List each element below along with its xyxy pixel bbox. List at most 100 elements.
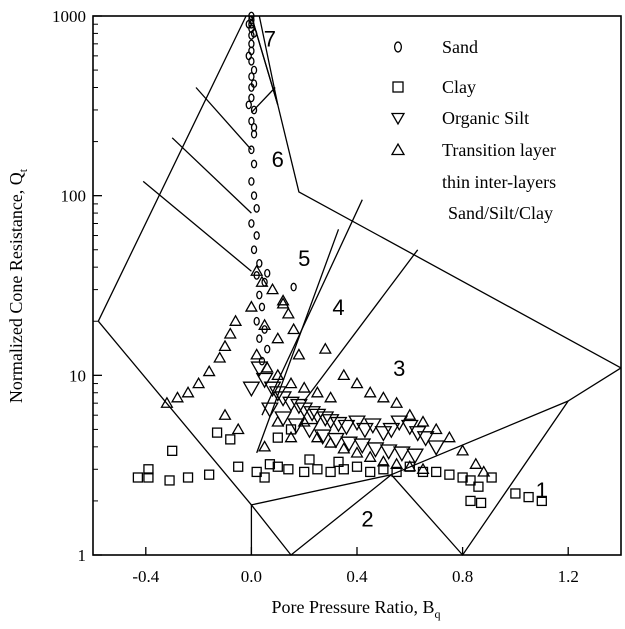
- data-point-triangle-down: [282, 396, 300, 413]
- data-point-triangle-up: [202, 364, 216, 377]
- data-point-triangle-up: [324, 436, 338, 448]
- data-point-triangle-up: [223, 327, 237, 339]
- data-point-circle: [253, 203, 260, 213]
- data-point-triangle-up: [337, 368, 351, 381]
- data-point-square: [259, 472, 270, 483]
- data-point-triangle-down: [255, 372, 274, 389]
- data-point-circle: [264, 344, 271, 354]
- data-point-triangle-up: [271, 331, 285, 344]
- data-point-triangle-up: [218, 408, 232, 420]
- data-point-triangle-down: [303, 406, 322, 422]
- data-point-triangle-down: [374, 426, 393, 442]
- data-point-triangle-up: [324, 391, 338, 403]
- data-point-square: [351, 461, 363, 472]
- zone-boundary-line: [250, 367, 622, 557]
- data-point-triangle-down: [268, 386, 287, 402]
- data-point-triangle-up: [276, 294, 290, 306]
- data-point-square: [312, 464, 323, 475]
- data-point-circle: [253, 231, 260, 240]
- data-point-triangle-up: [287, 322, 301, 335]
- data-point-triangle-down: [392, 446, 411, 463]
- data-point-triangle-down: [295, 402, 314, 419]
- data-point-circle: [290, 282, 297, 292]
- data-point-triangle-up: [160, 396, 174, 408]
- zone-boundary-line: [250, 87, 276, 114]
- y-axis-title-main: Normalized Cone Resistance, Q: [6, 172, 26, 403]
- x-axis-title-main: Pore Pressure Ratio, B: [272, 597, 435, 617]
- data-point-circle: [250, 79, 258, 89]
- data-point-circle: [256, 334, 263, 344]
- data-point-triangle-down: [427, 440, 446, 456]
- y-tick-label: 1: [78, 546, 87, 565]
- data-point-triangle-up: [442, 430, 456, 443]
- zone-label: 7: [264, 26, 276, 51]
- data-point-triangle-up: [213, 351, 227, 363]
- x-tick-label: -0.4: [132, 567, 159, 586]
- data-point-triangle-up: [284, 376, 298, 389]
- data-point-triangle-down: [260, 402, 279, 419]
- data-point-triangle-up: [276, 297, 290, 309]
- data-point-triangle-down: [316, 411, 335, 427]
- data-point-triangle-up: [376, 391, 390, 403]
- zone-label: 6: [272, 147, 284, 172]
- data-point-triangle-down: [406, 448, 425, 465]
- data-point-square: [304, 454, 315, 465]
- data-point-triangle-up: [258, 440, 272, 452]
- data-point-triangle-up: [170, 391, 185, 403]
- legend-extra-line-1: thin inter-layers: [442, 172, 556, 192]
- data-point-square: [143, 472, 154, 483]
- y-axis-title-subscript: t: [16, 168, 30, 172]
- y-tick-label: 100: [61, 187, 87, 206]
- data-point-triangle-up: [192, 376, 206, 389]
- data-point-triangle-up: [469, 457, 483, 469]
- zone-boundary-line: [171, 137, 252, 214]
- data-point-triangle-up: [297, 381, 311, 393]
- data-point-triangle-up: [244, 300, 258, 312]
- data-point-circle: [248, 145, 255, 155]
- data-point-square: [251, 466, 262, 478]
- zone-boundaries: [97, 15, 622, 557]
- data-point-triangle-down: [326, 432, 345, 449]
- data-point-triangle-up: [258, 318, 272, 330]
- data-point-triangle-down: [274, 391, 293, 407]
- data-points: [132, 11, 547, 509]
- data-point-triangle-down: [366, 442, 385, 458]
- data-point-square: [523, 491, 534, 503]
- data-point-triangle-down: [408, 426, 427, 442]
- data-point-triangle-up: [218, 339, 232, 352]
- data-point-square: [132, 472, 144, 483]
- data-point-triangle-up: [337, 442, 351, 454]
- data-point-square: [285, 424, 297, 435]
- data-point-triangle-down: [379, 444, 398, 460]
- zone-boundary-line: [195, 87, 252, 151]
- zone-labels: 1 2 3 45 6 7: [264, 26, 548, 531]
- data-point-square: [211, 427, 223, 438]
- data-point-circle: [264, 268, 271, 278]
- legend-marker-triangle-down: [390, 112, 406, 126]
- data-point-square: [164, 475, 175, 486]
- zone-label: 5: [298, 246, 310, 271]
- y-tick-label: 10: [69, 366, 86, 385]
- data-point-square: [378, 464, 389, 475]
- data-point-triangle-down: [340, 436, 359, 453]
- zone-boundary-line: [391, 400, 569, 476]
- data-point-triangle-down: [329, 416, 348, 433]
- data-point-triangle-down: [321, 414, 340, 430]
- data-point-square: [299, 466, 310, 478]
- data-point-triangle-down: [242, 381, 261, 398]
- x-tick-label: 0.4: [346, 567, 368, 586]
- data-point-triangle-down: [416, 431, 435, 447]
- data-point-triangle-up: [310, 386, 324, 398]
- zone-boundary-line: [97, 320, 252, 506]
- data-point-triangle-up: [265, 282, 280, 295]
- data-point-circle: [253, 316, 260, 326]
- data-point-triangle-down: [337, 419, 356, 436]
- data-point-triangle-down: [263, 381, 282, 398]
- data-point-triangle-up: [429, 422, 443, 435]
- data-point-circle: [248, 19, 255, 29]
- data-point-triangle-up: [292, 348, 306, 360]
- legend-marker-circle: [393, 41, 403, 53]
- data-point-square: [431, 466, 442, 478]
- x-tick-label: 0.0: [241, 567, 262, 586]
- data-point-square: [475, 497, 487, 509]
